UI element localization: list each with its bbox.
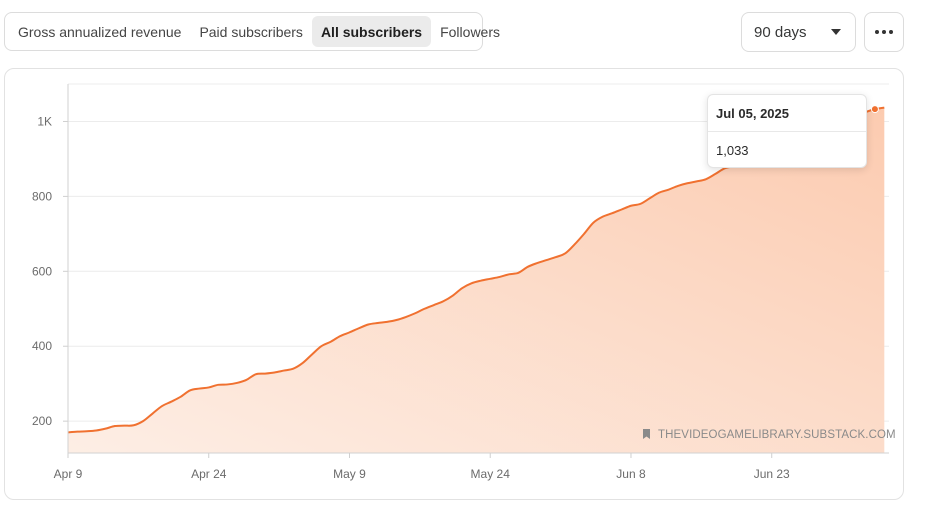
tab-gross-annualized-revenue[interactable]: Gross annualized revenue xyxy=(18,23,182,40)
x-tick-label: Jun 23 xyxy=(754,467,790,481)
metric-tabs: Gross annualized revenue Paid subscriber… xyxy=(4,12,500,51)
tab-all-subscribers[interactable]: All subscribers xyxy=(311,16,432,47)
tooltip-value: 1,033 xyxy=(716,143,749,158)
x-tick-label: Apr 9 xyxy=(54,467,83,481)
watermark-text: THEVIDEOGAMELIBRARY.SUBSTACK.COM xyxy=(658,429,896,441)
tab-paid-subscribers[interactable]: Paid subscribers xyxy=(199,23,303,40)
y-tick-label: 600 xyxy=(32,264,52,278)
x-tick-label: May 24 xyxy=(471,467,511,481)
subscribers-area xyxy=(68,107,885,453)
chart-tooltip: Jul 05, 2025 1,033 xyxy=(707,94,867,168)
chart-card xyxy=(4,68,904,500)
period-select-value: 90 days xyxy=(754,23,807,41)
tooltip-date: Jul 05, 2025 xyxy=(708,95,866,132)
more-options-button[interactable] xyxy=(864,12,904,52)
bookmark-icon xyxy=(643,429,650,439)
ellipsis-icon xyxy=(875,30,879,34)
tab-followers[interactable]: Followers xyxy=(440,23,500,40)
y-tick-label: 800 xyxy=(32,189,52,203)
y-tick-label: 400 xyxy=(32,339,52,353)
period-select[interactable]: 90 days xyxy=(741,12,856,52)
highlight-point[interactable] xyxy=(870,105,879,114)
caret-down-icon xyxy=(831,29,841,35)
x-tick-label: Jun 8 xyxy=(616,467,646,481)
x-tick-label: May 9 xyxy=(333,467,366,481)
x-tick-label: Apr 24 xyxy=(191,467,227,481)
y-tick-label: 200 xyxy=(32,414,52,428)
y-tick-label: 1K xyxy=(37,114,52,128)
